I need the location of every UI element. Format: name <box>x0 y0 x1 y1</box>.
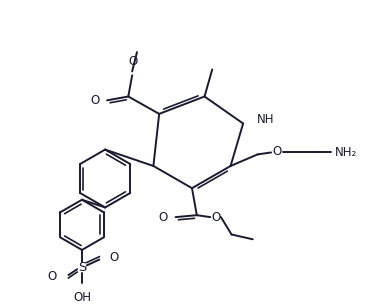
Text: O: O <box>159 211 168 224</box>
Text: O: O <box>211 211 221 224</box>
Text: O: O <box>90 94 99 107</box>
Text: O: O <box>128 55 138 67</box>
Text: O: O <box>47 271 57 283</box>
Text: OH: OH <box>73 291 91 304</box>
Text: NH: NH <box>257 113 274 126</box>
Text: NH₂: NH₂ <box>335 146 357 159</box>
Text: O: O <box>272 145 282 158</box>
Text: S: S <box>78 261 86 274</box>
Text: O: O <box>109 251 118 264</box>
